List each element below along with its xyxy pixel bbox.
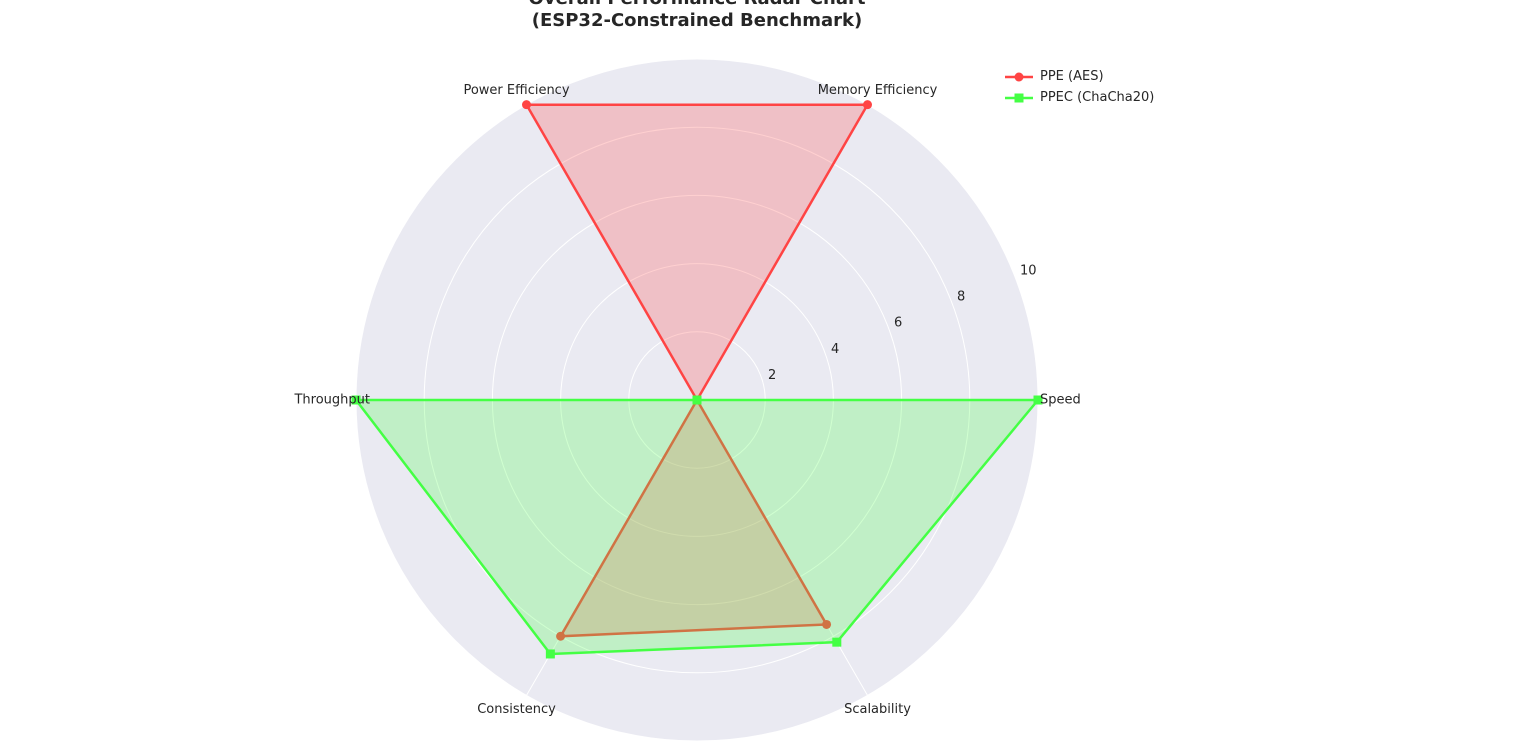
tick-label: 6 (894, 316, 902, 331)
data-point (863, 100, 872, 110)
legend-item: PPEC (ChaCha20) (1000, 87, 1154, 108)
legend-swatch (1005, 93, 1033, 102)
axis-label: Speed (1040, 393, 1081, 408)
legend-item: PPE (AES) (1000, 66, 1154, 87)
data-point (832, 637, 842, 647)
chart-subtitle-line: (ESP32-Constrained Benchmark) (531, 10, 863, 31)
axis-label: Power Efficiency (463, 83, 569, 98)
series-area (526, 104, 868, 637)
legend-label: PPE (AES) (1040, 69, 1104, 84)
series-area (356, 400, 1038, 654)
legend-label: PPEC (ChaCha20) (1040, 90, 1155, 105)
axis-label: Scalability (844, 702, 911, 717)
tick-label: 2 (768, 368, 776, 383)
axis-label: Consistency (477, 702, 556, 717)
chart-title-line: Overall Performance Radar Chart (0, 0, 1394, 10)
data-point (822, 619, 832, 629)
data-point (545, 649, 555, 659)
axis-label: Memory Efficiency (818, 83, 938, 98)
data-point (351, 395, 361, 405)
data-point (1033, 395, 1043, 405)
axis-label: Throughput (293, 393, 370, 408)
tick-label: 8 (957, 290, 965, 305)
chart-title: Overall Performance Radar Chart (ESP32-C… (0, 0, 1394, 32)
tick-label: 10 (1020, 264, 1037, 279)
series-line (353, 398, 1041, 656)
data-point (522, 100, 531, 110)
legend: PPE (AES) PPEC (ChaCha20) (1000, 66, 1154, 108)
legend-swatch (1005, 72, 1033, 81)
data-point (692, 395, 702, 405)
tick-label: 4 (831, 342, 839, 357)
data-point (556, 631, 566, 641)
